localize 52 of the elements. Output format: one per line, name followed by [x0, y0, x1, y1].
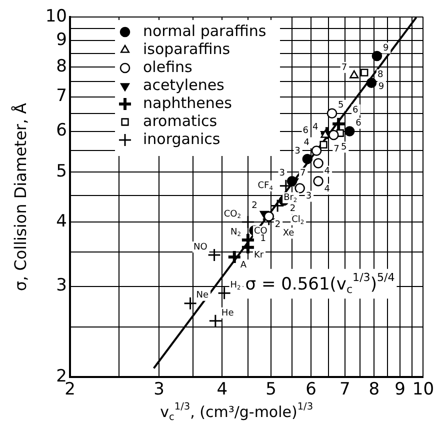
annotation: 5 — [338, 100, 344, 111]
annotation: Xe — [282, 228, 295, 239]
annotation: 4 — [312, 122, 319, 132]
y-axis-title: σ, Collision Diameter, Å — [11, 102, 30, 292]
annotation: 7 — [300, 168, 306, 179]
y-tick-label: 7 — [56, 86, 67, 106]
annotation: 4 — [324, 184, 330, 195]
y-tick-label: 5 — [56, 161, 67, 182]
legend-label: olefins — [143, 58, 193, 76]
annotation: 7 — [334, 144, 340, 154]
annotation: 3 — [306, 192, 312, 202]
y-tick-label: 6 — [56, 120, 67, 141]
annotation: 4 — [304, 138, 310, 148]
x-tick-label: 4 — [216, 380, 228, 400]
annotation: A — [240, 260, 248, 270]
x-tick-label: 3 — [154, 380, 164, 400]
annotation: 8 — [377, 70, 384, 80]
y-tick-label: 4 — [56, 211, 67, 232]
y-tick-label: 10 — [45, 6, 67, 26]
legend-label: inorganics — [143, 130, 220, 148]
y-tick-label: 9 — [56, 30, 67, 50]
annotation: 2 — [252, 201, 258, 212]
annotation: 9 — [382, 43, 389, 54]
x-tick-label: 9 — [394, 380, 406, 400]
annotation: 5 — [340, 142, 347, 152]
x-tick-label: 5 — [266, 380, 276, 400]
annotation: He — [221, 308, 234, 318]
legend-label: normal paraffins — [143, 22, 266, 40]
x-tick-label: 10 — [412, 380, 434, 400]
legend-label: isoparaffins — [143, 40, 230, 58]
annotation: 9 — [378, 82, 384, 92]
y-tick-label: 3 — [56, 276, 67, 296]
annotation: 2 — [290, 204, 296, 214]
annotation: 6 — [352, 105, 359, 116]
y-tick-label: 8 — [56, 56, 67, 76]
annotation: Ne — [196, 290, 210, 301]
x-tick-label: 7 — [340, 380, 350, 400]
annotation: Kr — [254, 250, 264, 261]
annotation: 6 — [356, 118, 362, 129]
y-tick-label: 2 — [56, 366, 67, 386]
legend-label: naphthenes — [143, 94, 232, 112]
annotation: 4 — [324, 166, 330, 177]
x-tick-label: 6 — [306, 380, 316, 400]
annotation: 2 — [274, 220, 281, 230]
annotation: 7 — [341, 62, 348, 73]
annotation: 6 — [302, 126, 309, 136]
x-tick-label: 8 — [368, 380, 380, 400]
annotation: NO — [193, 242, 208, 252]
annotation: 3 — [294, 146, 300, 156]
legend-label: acetylenes — [143, 76, 225, 94]
legend-label: aromatics — [143, 112, 218, 130]
annotation: 3 — [279, 168, 285, 179]
